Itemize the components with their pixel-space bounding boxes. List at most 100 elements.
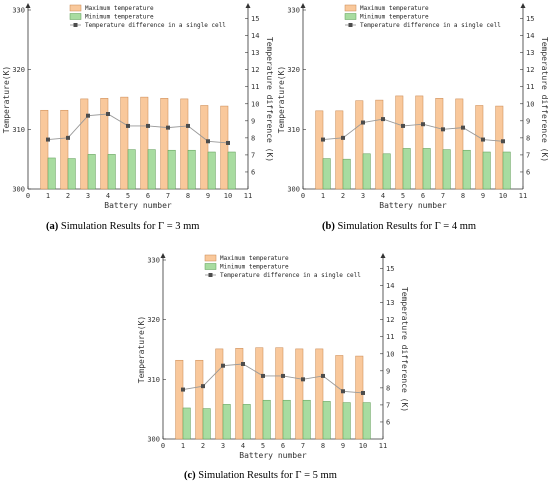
chart-a-legend-label-min: Minimum temperature: [85, 14, 154, 21]
chart-a-max-bar-7: [160, 98, 169, 190]
chart-b-xtick-label-5: 5: [401, 192, 405, 200]
chart-b-max-bar-8: [455, 98, 464, 190]
chart-c-min-bar-9: [342, 402, 351, 440]
chart-b-min-bar-9: [482, 151, 491, 190]
chart-a-xtick-label-0: 0: [26, 192, 30, 200]
chart-a-diff-marker-1: [46, 137, 50, 142]
chart-c-diff-marker-4: [241, 361, 245, 366]
chart-b-y2tick-label-4: 10: [526, 100, 534, 108]
chart-b-min-bar-6: [422, 148, 431, 190]
chart-a-max-bar-5: [120, 96, 129, 190]
chart-a-xtick-label-4: 4: [106, 192, 110, 200]
chart-b-y2tick-label-8: 14: [526, 32, 534, 40]
chart-b-ytick-label-1: 310: [287, 126, 300, 134]
chart-b-y2tick-label-1: 7: [526, 151, 530, 159]
chart-b-y2tick-label-0: 6: [526, 168, 530, 176]
chart-b-legend-swatch-min: [344, 13, 357, 20]
chart-b-y-axis-arrow: [300, 3, 306, 8]
chart-b-xtick-label-1: 1: [321, 192, 325, 200]
chart-c-max-bar-6: [275, 347, 284, 440]
chart-c-y2tick-label-9: 15: [386, 265, 394, 273]
chart-a-y2tick-label-2: 8: [251, 134, 255, 142]
chart-b-xtick-label-0: 0: [301, 192, 305, 200]
chart-b-max-bar-7: [435, 98, 444, 190]
chart-c-legend-swatch-min: [204, 263, 217, 270]
chart-a-diff-marker-5: [126, 123, 130, 128]
chart-c-max-bar-5: [255, 347, 264, 440]
caption-b: (b) Simulation Results for Γ = 4 mm: [322, 221, 476, 232]
chart-a-legend-swatch-min: [69, 13, 82, 20]
chart-a-diff-marker-7: [166, 125, 170, 130]
chart-b-max-bar-4: [375, 99, 384, 190]
chart-a-legend-label-diff: Temperature difference in a single cell: [85, 22, 226, 29]
chart-b-legend-label-diff: Temperature difference in a single cell: [360, 22, 501, 29]
chart-b-max-bar-10: [495, 105, 504, 190]
chart-c-legend-swatch-max: [204, 254, 217, 262]
chart-c-y-axis-arrow: [160, 253, 166, 258]
chart-c-xtick-label-8: 8: [321, 442, 325, 450]
chart-b-diff-marker-7: [441, 127, 445, 132]
chart-c-min-bar-2: [202, 408, 211, 440]
chart-a-ytick-label-3: 330: [12, 7, 25, 15]
chart-b-y2-axis-arrow: [520, 3, 526, 8]
chart-c-diff-marker-10: [361, 390, 365, 395]
chart-a-xtick-label-11: 11: [244, 192, 252, 200]
chart-b-max-bar-1: [315, 110, 324, 190]
chart-b-min-bar-8: [462, 149, 471, 190]
chart-a-max-bar-2: [60, 109, 69, 190]
chart-a-diff-marker-6: [146, 123, 150, 128]
chart-c-max-bar-4: [235, 348, 244, 440]
chart-a-min-bar-7: [167, 149, 176, 190]
chart-c-y2tick-label-2: 8: [386, 384, 390, 392]
chart-a-ytick-label-1: 310: [12, 126, 25, 134]
chart-a-xtick-label-3: 3: [86, 192, 90, 200]
caption-c: (c) Simulation Results for Γ = 5 mm: [184, 470, 337, 481]
chart-b-min-bar-4: [382, 153, 391, 190]
chart-c-min-bar-10: [362, 402, 371, 440]
chart-a-max-bar-4: [100, 98, 109, 190]
chart-b-legend-label-min: Minimum temperature: [360, 14, 429, 21]
caption-c-text: Simulation Results for Γ = 5 mm: [195, 470, 337, 481]
chart-a-max-bar-9: [200, 105, 209, 190]
chart-c-diff-line: [182, 363, 364, 394]
chart-a-xtick-label-10: 10: [224, 192, 232, 200]
chart-c-diff-marker-9: [341, 389, 345, 394]
chart-b-xtick-label-9: 9: [481, 192, 485, 200]
chart-a-legend-marker-diff: [73, 23, 78, 27]
chart-c-ytick-label-3: 330: [147, 257, 160, 265]
chart-b-xtick-label-11: 11: [519, 192, 527, 200]
chart-b-xtick-label-2: 2: [341, 192, 345, 200]
chart-a-min-bar-3: [87, 154, 96, 190]
chart-a-xtick-label-1: 1: [46, 192, 50, 200]
chart-a-diff-marker-8: [186, 123, 190, 128]
chart-c-diff-marker-1: [181, 387, 185, 392]
chart-b-max-bar-2: [335, 110, 344, 190]
chart-a-diff-marker-2: [66, 135, 70, 140]
chart-b-ytick-label-3: 330: [287, 7, 300, 15]
chart-panel-a: 300 310 320 330 6 7 8 9 10 11 12 13 14 15 0 1 2 3 4 5 6 7 8 9 10…: [0, 0, 274, 215]
chart-c-max-bar-1: [175, 359, 184, 440]
chart-b-diff-marker-10: [501, 139, 505, 144]
chart-b-max-bar-6: [415, 95, 424, 190]
chart-a-y2tick-label-3: 9: [251, 117, 255, 125]
chart-c-max-bar-7: [295, 348, 304, 440]
chart-b-diff-marker-2: [341, 135, 345, 140]
chart-b-diff-marker-1: [321, 137, 325, 142]
chart-a-y2-axis-arrow: [245, 3, 251, 8]
chart-c-legend-label-max: Maximum temperature: [220, 255, 289, 262]
chart-a-min-bar-6: [147, 149, 156, 190]
chart-a-xtick-label-5: 5: [126, 192, 130, 200]
chart-c-y2tick-label-6: 12: [386, 316, 394, 324]
chart-a-min-bar-2: [67, 158, 76, 190]
chart-c-diff-marker-3: [221, 363, 225, 368]
caption-a: (a) Simulation Results for Γ = 3 mm: [46, 221, 199, 232]
chart-a-y2tick-label-5: 11: [251, 83, 259, 91]
chart-c-ytick-label-1: 310: [147, 376, 160, 384]
chart-c-ytick-label-2: 320: [147, 316, 160, 324]
chart-c-max-bar-8: [315, 348, 324, 440]
chart-c-min-bar-7: [302, 399, 311, 440]
chart-b-max-bar-9: [475, 105, 484, 190]
chart-c-y2tick-label-3: 9: [386, 367, 390, 375]
